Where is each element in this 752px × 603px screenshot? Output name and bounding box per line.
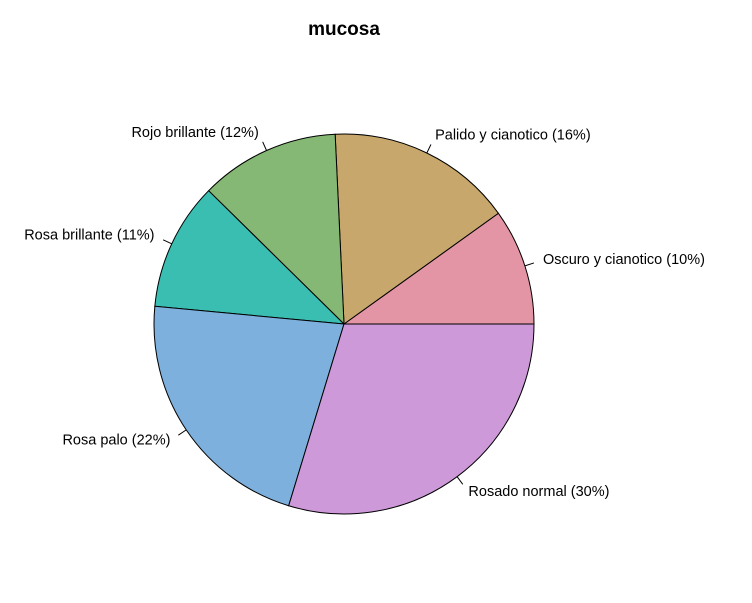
chart-title: mucosa — [308, 19, 380, 40]
slice-label: Rosa brillante (11%) — [24, 228, 154, 244]
slice-label: Rojo brillante (12%) — [131, 125, 258, 141]
label-tick — [426, 144, 432, 154]
pie-slice — [288, 323, 535, 515]
pie-slice — [334, 133, 500, 325]
slice-label: Rosa palo (22%) — [62, 432, 170, 448]
pie-slice — [153, 305, 345, 507]
pie-slice — [154, 189, 346, 325]
label-tick — [456, 476, 464, 485]
label-tick — [262, 141, 267, 151]
label-tick — [178, 429, 187, 436]
slice-label: Rosado normal (30%) — [468, 484, 609, 500]
label-tick — [524, 262, 535, 267]
slice-label: Oscuro y cianotico (10%) — [543, 252, 705, 268]
slice-label: Palido y cianotico (16%) — [435, 128, 591, 144]
label-tick — [162, 239, 172, 245]
pie-slice — [342, 212, 535, 325]
pie-slice — [207, 133, 345, 326]
